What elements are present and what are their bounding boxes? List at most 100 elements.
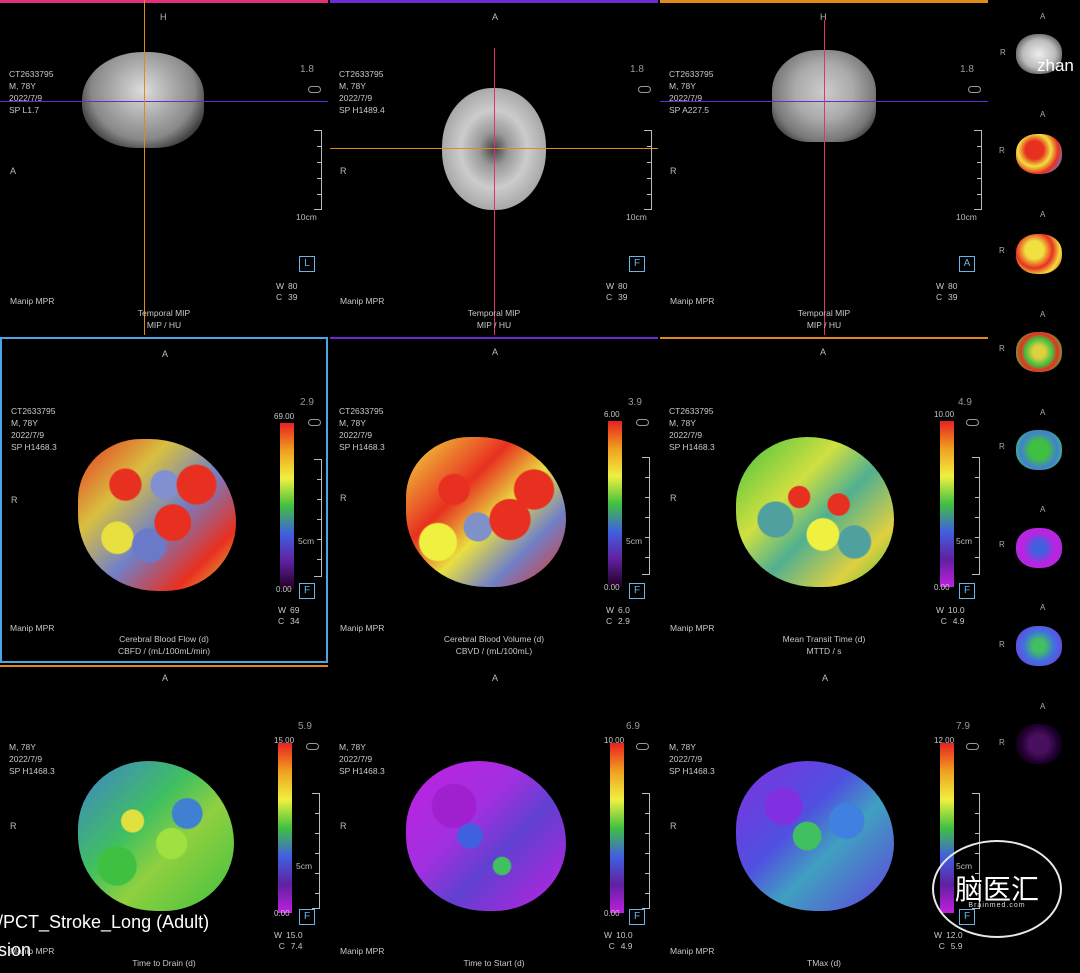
orientation-cube-icon[interactable]: A: [959, 256, 975, 272]
link-icon[interactable]: [636, 743, 649, 750]
crosshair-vertical[interactable]: [824, 20, 825, 335]
series-footer: Mean Transit Time (d) MTTD / s: [782, 634, 866, 656]
thumb-orient-left: R: [999, 246, 1005, 255]
viewport-mtt[interactable]: A R CT2633795 M, 78Y 2022/7/9 SP H1468.3 4.…: [660, 337, 988, 663]
link-icon[interactable]: [636, 419, 649, 426]
link-icon[interactable]: [308, 86, 321, 93]
ruler: [642, 457, 650, 575]
orient-left-label: R: [340, 493, 347, 503]
orient-top-label: A: [822, 673, 829, 683]
colorbar-max: 10.00: [934, 410, 955, 419]
colorbar-max: 6.00: [604, 410, 620, 419]
patient-info: M, 78Y 2022/7/9 SP H1468.3: [9, 742, 55, 776]
orientation-cube-icon[interactable]: F: [629, 909, 645, 925]
crosshair-horizontal[interactable]: [0, 101, 328, 102]
orientation-cube-icon[interactable]: F: [629, 583, 645, 599]
crosshair-vertical[interactable]: [144, 0, 145, 335]
orientation-cube-icon[interactable]: F: [299, 909, 315, 925]
colorbar-icon: [610, 743, 624, 913]
viewport-cbv[interactable]: A R CT2633795 M, 78Y 2022/7/9 SP H1468.3 3.…: [330, 337, 658, 663]
orientation-cube-icon[interactable]: L: [299, 256, 315, 272]
viewport-tts[interactable]: A R M, 78Y 2022/7/9 SP H1468.3 6.9 10.00 0…: [330, 665, 658, 973]
viewport-cbf[interactable]: A R CT2633795 M, 78Y 2022/7/9 SP H1468.3 2.…: [0, 337, 328, 663]
orient-left-label: R: [11, 495, 18, 505]
orient-left-label: A: [10, 166, 17, 176]
orientation-cube-icon[interactable]: F: [959, 583, 975, 599]
link-icon[interactable]: [966, 743, 979, 750]
watermark-subtext: Brainmed.com: [968, 902, 1026, 909]
manip-label: Manip MPR: [340, 296, 385, 306]
viewport-color-rule: [660, 0, 988, 3]
sagittal-brain-image: [82, 52, 204, 148]
viewport-coronal-mip[interactable]: H R CT2633795 M, 78Y 2022/7/9 SP A227.5 1.8…: [660, 0, 988, 335]
window-level: W 15.0 C 7.4: [274, 930, 303, 951]
watermark-logo: 脑医汇 Brainmed.com: [932, 840, 1062, 938]
orient-top-label: A: [162, 349, 169, 359]
link-icon[interactable]: [306, 743, 319, 750]
thumbnail-strip: A R: [990, 0, 1080, 973]
link-icon[interactable]: [968, 86, 981, 93]
tmax-map-image: [736, 761, 894, 911]
link-icon[interactable]: [308, 419, 321, 426]
series-footer: TMax (d): [807, 958, 841, 968]
thumb-orient-top: A: [1040, 603, 1046, 612]
orient-left-label: R: [340, 821, 347, 831]
thumbnail-ttd[interactable]: [1014, 418, 1066, 478]
manip-label: Manip MPR: [670, 296, 715, 306]
ruler: [314, 130, 322, 210]
patient-info: CT2633795 M, 78Y 2022/7/9 SP L1.7: [9, 69, 54, 115]
viewport-ttd[interactable]: A R M, 78Y 2022/7/9 SP H1468.3 5.9 15.00 0…: [0, 665, 328, 973]
viewport-tmax[interactable]: A R M, 78Y 2022/7/9 SP H1468.3 7.9 12.00 5…: [660, 665, 988, 973]
viewport-sagittal-mip[interactable]: H A CT2633795 M, 78Y 2022/7/9 SP L1.7 1.8 1…: [0, 0, 328, 335]
manip-label: Manip MPR: [10, 623, 55, 633]
link-icon[interactable]: [638, 86, 651, 93]
thumbnail-tts[interactable]: [1014, 516, 1066, 576]
ruler-label: 10cm: [956, 212, 977, 222]
link-icon[interactable]: [966, 419, 979, 426]
window-level: W 80 C 39: [936, 281, 958, 302]
ruler: [972, 457, 980, 575]
manip-label: Manip MPR: [340, 946, 385, 956]
thumb-orient-top: A: [1040, 702, 1046, 711]
window-level: W 69 C 34: [278, 605, 300, 626]
crosshair-vertical[interactable]: [494, 48, 495, 335]
orient-left-label: R: [340, 166, 347, 176]
thumbnail-cbf[interactable]: [1014, 122, 1066, 182]
patient-info: CT2633795 M, 78Y 2022/7/9 SP H1468.3: [339, 406, 385, 452]
ruler-label: 5cm: [626, 536, 643, 546]
orient-top-label: A: [492, 347, 499, 357]
colorbar-icon: [278, 743, 292, 913]
thumbnail-tmax[interactable]: [1014, 614, 1066, 674]
series-footer: Time to Start (d): [463, 958, 525, 968]
orient-top-label: H: [820, 12, 827, 22]
viewport-color-rule: [0, 665, 328, 667]
orientation-cube-icon[interactable]: F: [299, 583, 315, 599]
thumb-orient-top: A: [1040, 408, 1046, 417]
manip-label: Manip MPR: [10, 946, 55, 956]
series-footer: Cerebral Blood Flow (d) CBFD / (mL/100mL/…: [117, 634, 211, 656]
colorbar-min: 0.00: [934, 583, 950, 592]
orientation-cube-icon[interactable]: F: [629, 256, 645, 272]
window-level: W 12.0 C 5.9: [934, 930, 963, 951]
colorbar-max: 15.00: [274, 736, 295, 745]
viewport-color-rule: [0, 0, 328, 3]
thumbnail-mtt[interactable]: [1014, 320, 1066, 380]
thumbnail-purple[interactable]: [1014, 712, 1066, 772]
thumb-orient-top: A: [1040, 110, 1046, 119]
thumbnail-cbv[interactable]: [1014, 222, 1066, 282]
zoom-readout: 3.9: [628, 397, 642, 408]
thumbnail-gray[interactable]: [1014, 22, 1066, 82]
zoom-readout: 2.9: [300, 397, 314, 408]
manip-label: Manip MPR: [10, 296, 55, 306]
viewport-axial-mip[interactable]: A R CT2633795 M, 78Y 2022/7/9 SP H1489.4 1.…: [330, 0, 658, 335]
viewport-color-rule: [330, 0, 658, 3]
thumb-orient-left: R: [999, 146, 1005, 155]
thumb-orient-left: R: [999, 738, 1005, 747]
viewport-color-rule: [660, 337, 988, 339]
manip-label: Manip MPR: [670, 623, 715, 633]
orient-left-label: R: [10, 821, 17, 831]
orient-left-label: R: [670, 166, 677, 176]
overlay-zhan-text: zhan: [1037, 56, 1074, 75]
thumb-orient-top: A: [1040, 12, 1046, 21]
colorbar-max: 69.00: [274, 412, 295, 421]
